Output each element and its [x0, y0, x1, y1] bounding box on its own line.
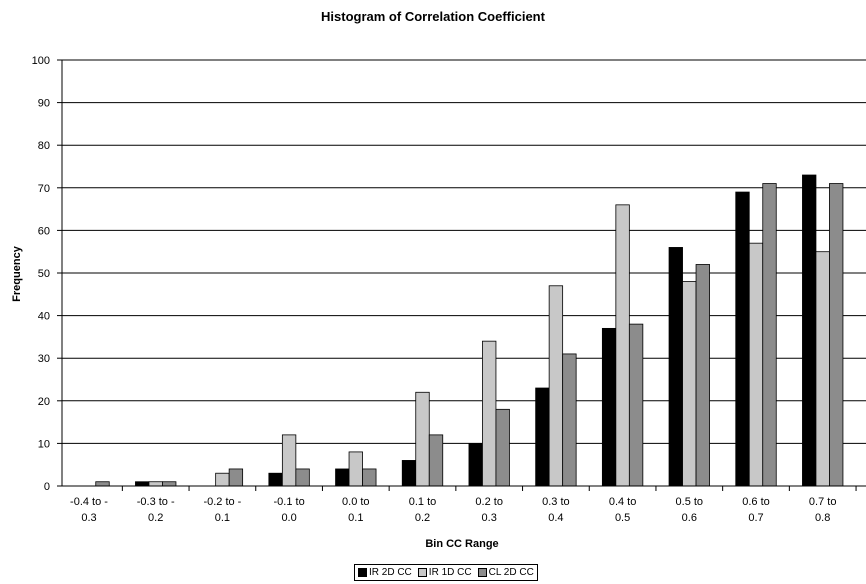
- x-tick-label: 0.3 to 0.4: [542, 496, 570, 524]
- gridlines: [57, 59, 866, 487]
- x-tick-label: 0.6 to 0.7: [742, 496, 770, 524]
- bar: [148, 481, 163, 487]
- y-tick-label: 40: [38, 311, 50, 323]
- y-tick-label: 100: [32, 55, 50, 67]
- legend: IR 2D CC IR 1D CC CL 2D CC: [354, 564, 538, 581]
- bar: [162, 481, 177, 487]
- bar: [401, 460, 417, 487]
- bar: [468, 442, 483, 487]
- bar: [295, 468, 310, 487]
- y-tick-label: 70: [38, 183, 50, 195]
- bar: [348, 451, 363, 487]
- y-tick-label: 30: [38, 353, 50, 365]
- x-axis-label: Bin CC Range: [425, 538, 498, 550]
- x-tick-label: -0.4 to -0.3: [70, 496, 108, 524]
- x-tick-label: 0.7 to 0.8: [809, 496, 837, 524]
- bar: [748, 242, 764, 487]
- bar: [482, 340, 497, 487]
- bar: [362, 468, 377, 487]
- bar: [735, 191, 750, 487]
- x-tick-label: 0.4 to 0.5: [609, 496, 637, 524]
- bar: [495, 408, 510, 487]
- legend-item-cl-2d: CL 2D CC: [477, 567, 534, 578]
- y-tick-label: 80: [38, 140, 50, 152]
- axes: [61, 60, 866, 491]
- bar: [335, 468, 350, 487]
- bar: [682, 281, 697, 487]
- bar: [548, 285, 564, 487]
- y-tick-labels: 0 10 20 30 40 50 60 70 80 90 100: [32, 55, 50, 493]
- bar: [829, 183, 844, 487]
- legend-swatch: [358, 568, 367, 577]
- legend-item-ir-2d: IR 2D CC: [358, 567, 412, 578]
- bar: [535, 387, 550, 487]
- legend-label: IR 2D CC: [369, 567, 412, 578]
- legend-swatch: [477, 568, 487, 577]
- x-tick-label: 0.0 to 0.1: [342, 496, 370, 524]
- x-tick-label: -0.3 to -0.2: [137, 496, 175, 524]
- x-tick-label: 0.5 to 0.6: [676, 496, 704, 524]
- x-tick-label: -0.1 to 0.0: [274, 496, 305, 524]
- bar: [668, 247, 683, 487]
- bar: [281, 434, 297, 487]
- bar: [802, 174, 817, 487]
- y-axis-label: Frequency: [11, 245, 23, 302]
- y-tick-label: 50: [38, 268, 50, 280]
- y-tick-label: 0: [44, 481, 50, 493]
- legend-item-ir-1d: IR 1D CC: [417, 567, 472, 578]
- bar: [228, 468, 244, 487]
- y-tick-label: 90: [38, 98, 50, 110]
- legend-label: CL 2D CC: [488, 567, 534, 578]
- bar: [95, 481, 110, 487]
- bar: [268, 472, 283, 487]
- bar: [628, 323, 644, 487]
- bar: [762, 183, 777, 487]
- bar: [615, 204, 630, 487]
- bar: [562, 353, 577, 487]
- y-tick-label: 10: [38, 438, 50, 450]
- bar: [135, 481, 150, 487]
- bars: [95, 174, 844, 487]
- y-tick-label: 60: [38, 225, 50, 237]
- x-tick-label: 0.1 to 0.2: [409, 496, 437, 524]
- y-tick-label: 20: [38, 396, 50, 408]
- bar: [215, 472, 230, 487]
- bar: [601, 327, 617, 487]
- x-tick-label: 0.2 to 0.3: [475, 496, 503, 524]
- legend-swatch: [417, 568, 427, 577]
- bar: [815, 251, 830, 487]
- chart-title: Histogram of Correlation Coefficient: [321, 9, 545, 24]
- x-tick-labels: -0.4 to -0.3 -0.3 to -0.2 -0.2 to -0.1 -0.1…: [70, 496, 837, 524]
- bar: [695, 264, 710, 487]
- bar: [415, 391, 430, 487]
- x-tick-label: -0.2 to -0.1: [203, 496, 241, 524]
- legend-label: IR 1D CC: [428, 567, 472, 578]
- bar: [428, 434, 444, 487]
